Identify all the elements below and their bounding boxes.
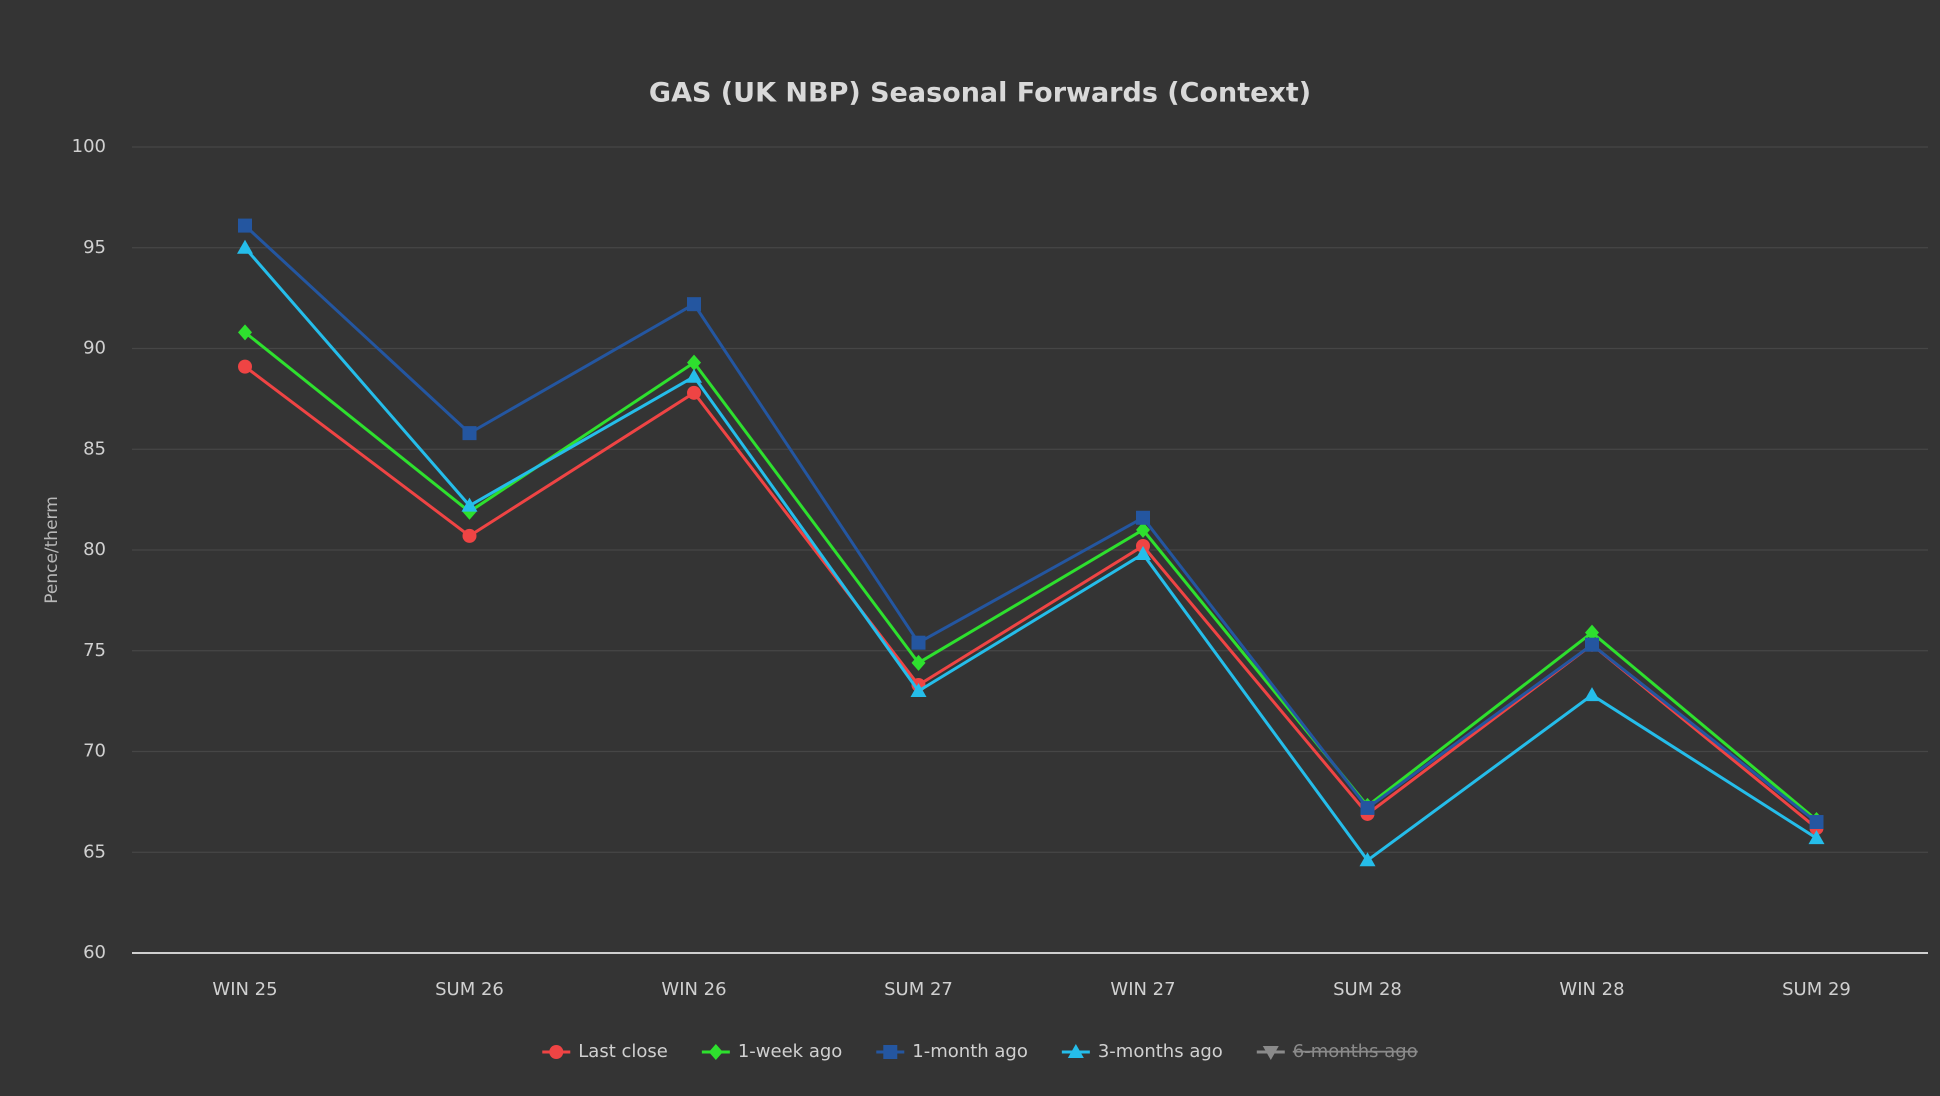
data-point xyxy=(238,324,252,341)
y-tick-label: 85 xyxy=(83,438,106,459)
y-axis-label: Pence/therm xyxy=(42,496,62,604)
data-point xyxy=(1360,800,1375,815)
legend-item[interactable]: 6-months ago xyxy=(1256,1041,1418,1062)
legend-label: 6-months ago xyxy=(1293,1041,1418,1062)
data-point xyxy=(1809,815,1824,830)
data-point xyxy=(238,359,252,374)
chart-title: GAS (UK NBP) Seasonal Forwards (Context) xyxy=(649,78,1311,109)
data-point xyxy=(1136,510,1150,525)
legend-label: 3-months ago xyxy=(1098,1041,1223,1062)
legend-item[interactable]: 1-month ago xyxy=(876,1041,1028,1062)
y-tick-label: 65 xyxy=(83,841,106,862)
y-tick-label: 90 xyxy=(83,338,106,359)
data-point xyxy=(687,385,701,400)
data-point xyxy=(1135,546,1151,561)
data-point xyxy=(1136,538,1150,553)
data-point xyxy=(462,528,477,543)
x-tick-label: WIN 27 xyxy=(1110,979,1175,1000)
series-line xyxy=(243,224,1818,824)
data-point xyxy=(911,654,926,671)
x-tick-label: SUM 27 xyxy=(884,979,953,1000)
data-point xyxy=(1808,830,1825,845)
y-tick-label: 100 xyxy=(72,136,106,157)
data-point xyxy=(1585,637,1599,652)
data-point xyxy=(237,239,253,254)
x-tick-label: SUM 29 xyxy=(1782,979,1851,1000)
legend-item[interactable]: 3-months ago xyxy=(1061,1041,1223,1062)
series-line xyxy=(243,246,1818,863)
legend-label: 1-week ago xyxy=(738,1041,842,1062)
data-point xyxy=(687,354,701,371)
legend-marker xyxy=(549,1045,564,1059)
data-point xyxy=(1585,624,1599,641)
x-tick-label: WIN 28 xyxy=(1559,979,1624,1000)
data-point xyxy=(462,426,477,441)
y-tick-label: 70 xyxy=(83,741,106,762)
legend-marker xyxy=(1262,1046,1279,1060)
legend-marker xyxy=(1067,1044,1084,1058)
legend-marker xyxy=(883,1045,898,1059)
x-tick-label: SUM 26 xyxy=(435,979,504,1000)
data-point xyxy=(1584,687,1600,702)
data-point xyxy=(238,218,252,233)
data-point xyxy=(687,297,701,312)
data-point xyxy=(910,683,927,698)
legend-item[interactable]: 1-week ago xyxy=(701,1041,842,1062)
y-tick-label: 75 xyxy=(83,640,106,661)
x-tick-label: WIN 25 xyxy=(212,979,277,1000)
legend-item[interactable]: Last close xyxy=(542,1041,668,1062)
data-point xyxy=(461,497,478,512)
legend-label: 1-month ago xyxy=(912,1041,1028,1062)
data-point xyxy=(686,368,702,383)
y-tick-label: 80 xyxy=(83,539,106,560)
x-tick-label: SUM 28 xyxy=(1333,979,1402,1000)
data-point xyxy=(911,635,926,650)
data-point xyxy=(1359,852,1376,867)
data-point xyxy=(1136,521,1150,538)
y-tick-label: 95 xyxy=(83,237,106,258)
y-tick-label: 60 xyxy=(83,942,106,963)
x-tick-label: WIN 26 xyxy=(661,979,726,1000)
legend-label: Last close xyxy=(578,1041,668,1062)
legend-marker xyxy=(708,1044,723,1060)
series-line xyxy=(244,331,1818,822)
